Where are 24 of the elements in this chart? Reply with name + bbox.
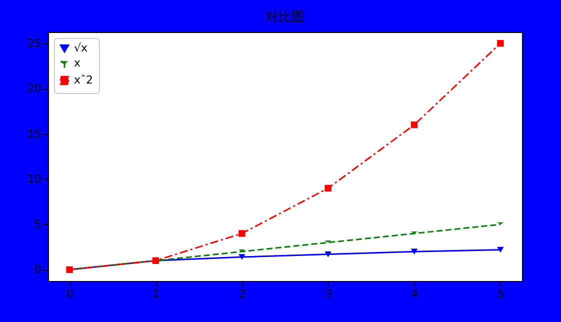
y-tick-label: 5: [34, 218, 42, 231]
y-tick-label: 10: [28, 172, 42, 186]
legend-label: x: [74, 56, 81, 70]
chart-title: 对比图: [266, 10, 304, 25]
point: [324, 251, 332, 258]
point: [497, 246, 504, 253]
x-tick-label: 0: [66, 288, 74, 300]
point: [410, 121, 418, 128]
point: [238, 254, 246, 260]
y-tick-label: 15: [28, 127, 42, 140]
point: [324, 184, 332, 192]
x-tick-label: 5: [497, 288, 504, 300]
point: [497, 40, 504, 47]
y-tick-label: 20: [28, 82, 42, 96]
x-tick-label: 2: [238, 288, 246, 300]
legend-label: √x: [74, 42, 88, 54]
x-tick-label: 1: [152, 288, 160, 300]
y-tick-label: 0: [34, 263, 42, 276]
x-tick-label: 3: [325, 288, 332, 300]
point: [410, 248, 418, 254]
y-tick-label: 25: [28, 36, 42, 50]
x-tick-label: 4: [411, 288, 418, 300]
legend-label: xˆ2: [74, 74, 94, 86]
point: [238, 230, 246, 237]
